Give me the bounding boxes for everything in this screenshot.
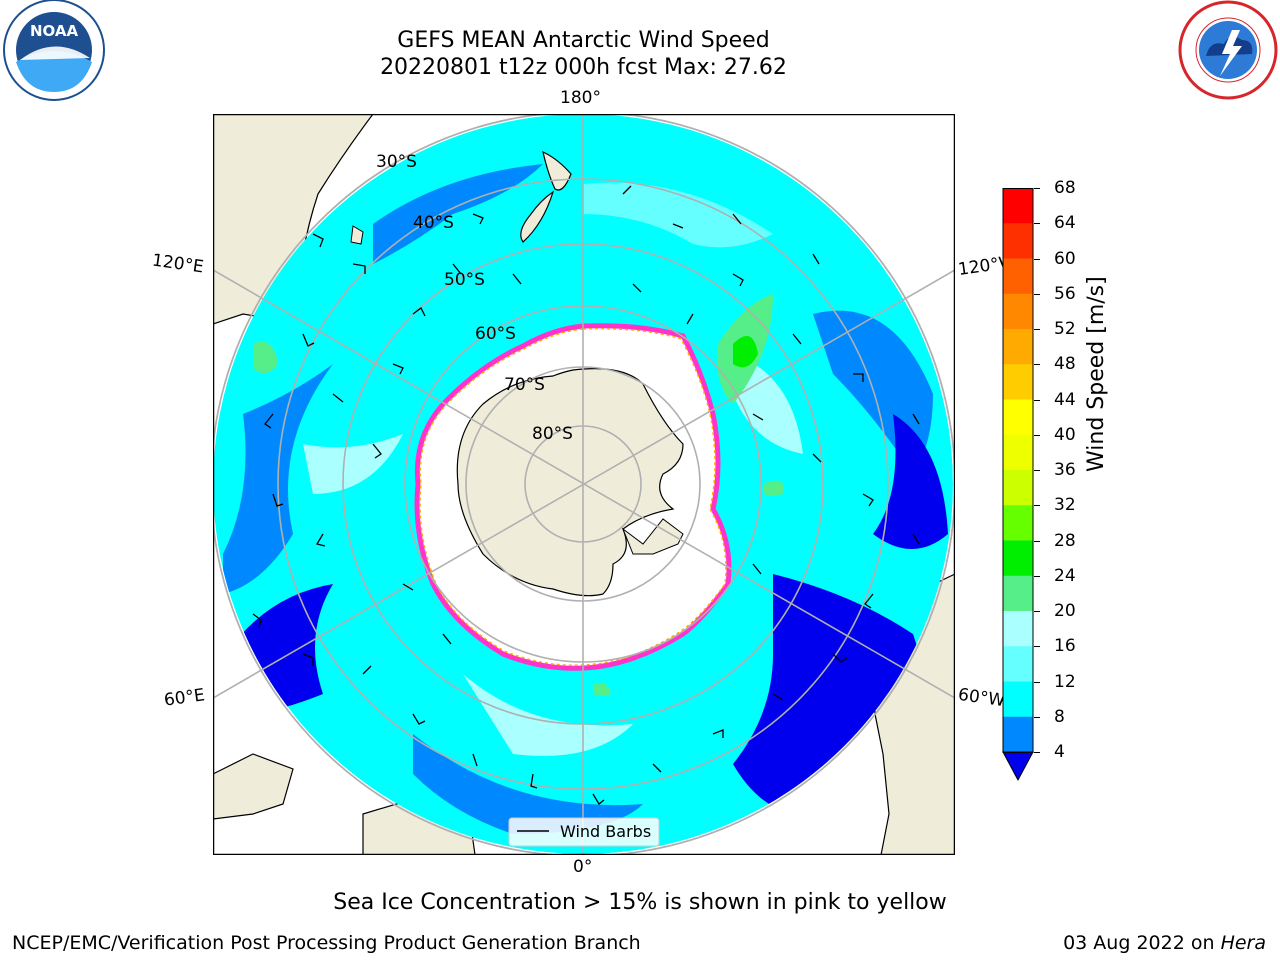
lon-label-60e: 60°E — [162, 685, 207, 711]
colorbar-segment — [1003, 681, 1033, 718]
colorbar-tick-label: 16 — [1054, 636, 1076, 657]
colorbar-segment — [1003, 646, 1033, 682]
noaa-logo: NOAA — [2, 0, 106, 104]
colorbar-tick-mark — [1034, 505, 1040, 507]
colorbar-tick-label: 60 — [1054, 248, 1076, 269]
footer-host: Hera — [1220, 932, 1266, 954]
colorbar-tick-mark — [1034, 752, 1040, 753]
colorbar-tick-mark — [1034, 681, 1040, 683]
sea-ice-caption: Sea Ice Concentration > 15% is shown in … — [333, 890, 947, 915]
colorbar-tick-mark — [1034, 329, 1040, 330]
colorbar-segment — [1003, 223, 1033, 259]
lat-label-80s: 80°S — [532, 424, 573, 444]
land-tasmania — [350, 225, 364, 245]
lon-label-180: 180° — [560, 88, 601, 108]
land-new-zealand — [520, 150, 572, 243]
colorbar-tick-mark — [1034, 611, 1040, 612]
wind-barbs — [252, 185, 920, 805]
nws-logo — [1176, 0, 1280, 104]
colorbar-tick-label: 12 — [1054, 671, 1076, 692]
colorbar-tick-label: 48 — [1054, 354, 1076, 375]
lon-label-60w: 60°W — [956, 684, 1007, 712]
colorbar-segment — [1003, 611, 1033, 647]
colorbar-segment — [1003, 329, 1033, 365]
land-africa — [213, 753, 294, 820]
colorbar-tick-mark — [1034, 223, 1040, 225]
colorbar-tick-mark — [1034, 434, 1040, 436]
colorbar-tick-label: 52 — [1054, 319, 1076, 339]
colorbar-tick-mark — [1034, 399, 1040, 401]
colorbar-tick-label: 64 — [1054, 213, 1076, 234]
lon-label-120e: 120°E — [150, 250, 205, 278]
lat-label-30s: 30°S — [376, 152, 417, 172]
colorbar-segment — [1003, 364, 1033, 400]
lat-label-60s: 60°S — [475, 324, 516, 344]
colorbar-tick-mark — [1034, 540, 1040, 542]
footer-right: 03 Aug 2022 on Hera — [1063, 932, 1266, 954]
colorbar-segment — [1003, 716, 1033, 753]
lat-label-50s: 50°S — [444, 270, 485, 290]
footer-date: 03 Aug 2022 on — [1063, 932, 1221, 954]
colorbar-segment — [1003, 540, 1033, 577]
colorbar-tick-label: 4 — [1054, 742, 1065, 762]
colorbar-segment — [1003, 434, 1033, 471]
colorbar-segment — [1003, 505, 1033, 541]
colorbar-tick-label: 36 — [1054, 460, 1076, 480]
colorbar-segment — [1003, 188, 1033, 224]
colorbar-tick-label: 44 — [1054, 389, 1076, 410]
colorbar-tick-mark — [1034, 258, 1040, 260]
land-antarctica — [456, 368, 684, 597]
colorbar-tick-mark — [1034, 470, 1040, 471]
colorbar — [1002, 188, 1034, 782]
graticule — [213, 114, 955, 855]
colorbar-tick-label: 24 — [1054, 565, 1076, 586]
colorbar-tick-label: 56 — [1054, 283, 1076, 304]
colorbar-segment — [1003, 470, 1033, 506]
chart-title: GEFS MEAN Antarctic Wind Speed — [397, 28, 770, 53]
colorbar-tick-label: 40 — [1054, 424, 1076, 445]
colorbar-segment — [1003, 293, 1033, 330]
colorbar-label: Wind Speed [m/s] — [1084, 276, 1109, 472]
colorbar-tick-mark — [1034, 293, 1040, 295]
colorbar-tick-mark — [1034, 188, 1040, 189]
colorbar-tick-mark — [1034, 716, 1040, 718]
colorbar-outline — [1002, 188, 1034, 753]
lat-label-40s: 40°S — [413, 213, 454, 233]
colorbar-extend — [1002, 751, 1034, 782]
colorbar-tick-label: 20 — [1054, 601, 1076, 621]
lat-label-70s: 70°S — [504, 375, 545, 395]
lon-label-0: 0° — [573, 857, 593, 877]
colorbar-svg — [1002, 188, 1034, 782]
colorbar-tick-label: 68 — [1054, 178, 1076, 198]
colorbar-tick-mark — [1034, 364, 1040, 366]
colorbar-segment — [1003, 575, 1033, 612]
legend-label: Wind Barbs — [560, 822, 652, 841]
colorbar-segment — [1003, 258, 1033, 295]
footer-left: NCEP/EMC/Verification Post Processing Pr… — [12, 932, 641, 954]
colorbar-tick-label: 28 — [1054, 530, 1076, 551]
colorbar-tick-label: 32 — [1054, 495, 1076, 516]
chart-subtitle: 20220801 t12z 000h fcst Max: 27.62 — [380, 55, 787, 80]
map-panel — [212, 113, 956, 856]
noaa-logo-text: NOAA — [30, 22, 79, 40]
colorbar-tick-mark — [1034, 646, 1040, 648]
colorbar-segment — [1003, 399, 1033, 436]
colorbar-tick-mark — [1034, 575, 1040, 577]
wind-barb-legend — [508, 817, 660, 847]
colorbar-tick-label: 8 — [1054, 706, 1065, 727]
map-svg — [212, 113, 956, 856]
